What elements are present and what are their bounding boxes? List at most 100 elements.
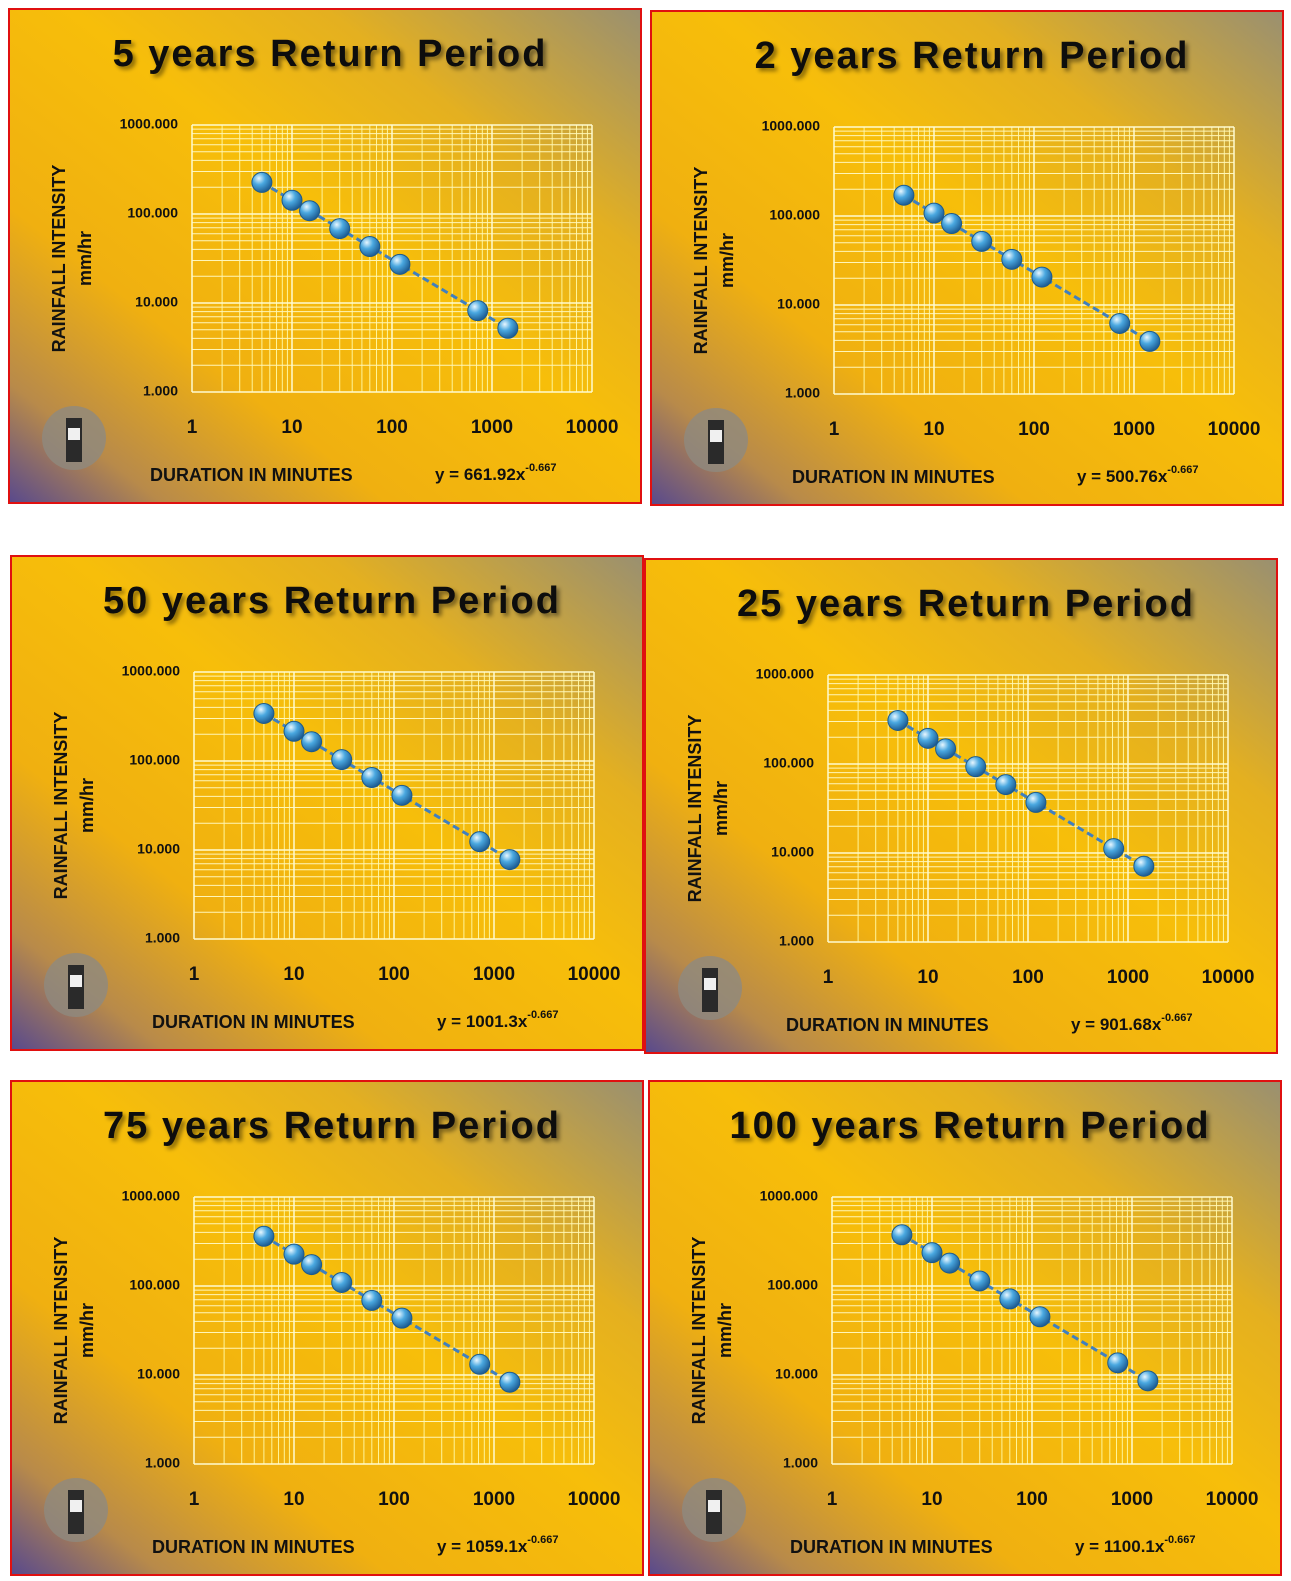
y-axis-unit: mm/hr (77, 1303, 97, 1358)
y-axis-label: RAINFALL INTENSITY (51, 712, 71, 900)
x-tick-label: 100 (378, 964, 410, 985)
data-point (332, 1272, 352, 1292)
y-tick-label: 1000.000 (120, 116, 179, 132)
x-tick-label: 1000 (473, 1489, 515, 1510)
data-point (1134, 856, 1154, 876)
y-tick-label: 10.000 (775, 1366, 818, 1382)
data-point (390, 254, 410, 274)
y-axis-label: RAINFALL INTENSITY (689, 1237, 709, 1425)
y-axis-label: RAINFALL INTENSITY (685, 715, 705, 903)
y-axis-unit: mm/hr (75, 231, 95, 286)
y-axis-unit: mm/hr (77, 778, 97, 833)
x-axis-label: DURATION IN MINUTES (152, 1012, 355, 1032)
equation: y = 1100.1x-0.667 (1075, 1534, 1196, 1557)
y-tick-label: 10.000 (771, 844, 814, 860)
y-tick-label: 100.000 (769, 207, 820, 223)
x-tick-label: 1000 (1111, 1489, 1153, 1510)
y-axis-unit: mm/hr (711, 781, 731, 836)
data-point (284, 1244, 304, 1264)
page: {"chart_data": [ {"type": "line", "title… (0, 0, 1291, 1581)
x-tick-label: 1 (829, 419, 840, 440)
x-tick-label: 10000 (568, 1489, 621, 1510)
data-point (1002, 249, 1022, 269)
x-axis-label: DURATION IN MINUTES (790, 1537, 993, 1557)
y-tick-label: 100.000 (129, 1277, 180, 1293)
data-point (500, 1372, 520, 1392)
equation: y = 661.92x-0.667 (435, 462, 556, 485)
x-tick-label: 10 (921, 1489, 942, 1510)
x-tick-label: 1000 (1107, 967, 1149, 988)
data-point (1110, 313, 1130, 333)
data-point (892, 1225, 912, 1245)
x-axis-label: DURATION IN MINUTES (792, 467, 995, 487)
data-point (284, 721, 304, 741)
data-point (330, 219, 350, 239)
data-point (936, 739, 956, 759)
data-point (924, 203, 944, 223)
x-tick-label: 1 (823, 967, 834, 988)
y-axis-label: RAINFALL INTENSITY (51, 1237, 71, 1425)
data-point (996, 775, 1016, 795)
data-point (468, 301, 488, 321)
equation-text: y = 1001.3x (437, 1012, 528, 1031)
data-point (282, 190, 302, 210)
x-tick-label: 10 (283, 964, 304, 985)
photo-figure (710, 430, 722, 442)
x-tick-label: 10000 (1208, 419, 1261, 440)
data-point (254, 703, 274, 723)
y-tick-label: 1.000 (143, 383, 178, 399)
data-point (972, 231, 992, 251)
data-point (940, 1253, 960, 1273)
data-point (1032, 267, 1052, 287)
x-tick-label: 10 (917, 967, 938, 988)
photo-figure (708, 1500, 720, 1512)
data-point (332, 750, 352, 770)
y-tick-label: 100.000 (129, 752, 180, 768)
equation-text: y = 661.92x (435, 465, 526, 484)
data-point (970, 1271, 990, 1291)
y-tick-label: 10.000 (137, 841, 180, 857)
chart-title: 100 years Return Period (729, 1105, 1210, 1147)
equation-exponent: -0.667 (527, 1009, 558, 1021)
y-tick-label: 1.000 (785, 385, 820, 401)
y-tick-label: 100.000 (763, 755, 814, 771)
y-tick-label: 10.000 (777, 296, 820, 312)
y-tick-label: 1.000 (779, 933, 814, 949)
x-tick-label: 1 (827, 1489, 838, 1510)
data-point (302, 732, 322, 752)
x-tick-label: 10 (923, 419, 944, 440)
y-axis-label: RAINFALL INTENSITY (49, 165, 69, 353)
data-point (392, 1308, 412, 1328)
photo-figure (70, 975, 82, 987)
y-axis-unit: mm/hr (715, 1303, 735, 1358)
equation-exponent: -0.667 (1161, 1012, 1192, 1024)
equation-text: y = 901.68x (1071, 1015, 1162, 1034)
y-tick-label: 1.000 (145, 930, 180, 946)
x-tick-label: 1 (189, 964, 200, 985)
data-point (1030, 1307, 1050, 1327)
equation: y = 500.76x-0.667 (1077, 464, 1198, 487)
x-tick-label: 100 (1012, 967, 1044, 988)
x-axis-label: DURATION IN MINUTES (152, 1537, 355, 1557)
x-tick-label: 1000 (471, 417, 513, 438)
x-tick-label: 10000 (1202, 967, 1255, 988)
x-tick-label: 100 (378, 1489, 410, 1510)
x-tick-label: 1 (189, 1489, 200, 1510)
chart-title: 2 years Return Period (755, 35, 1190, 77)
data-point (360, 237, 380, 257)
data-point (498, 318, 518, 338)
y-tick-label: 1.000 (145, 1455, 180, 1471)
equation-exponent: -0.667 (527, 1534, 558, 1546)
x-tick-label: 1 (187, 417, 198, 438)
x-tick-label: 1000 (1113, 419, 1155, 440)
chart-title: 25 years Return Period (737, 583, 1195, 625)
data-point (1108, 1353, 1128, 1373)
